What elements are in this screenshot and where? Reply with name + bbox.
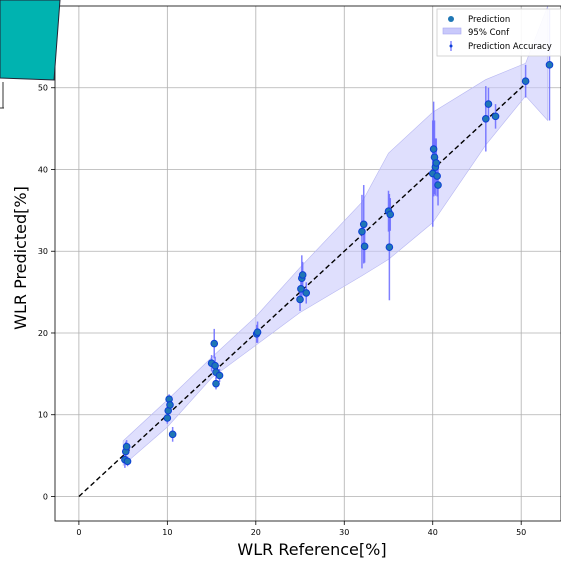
y-tick-label: 40 (38, 165, 48, 174)
prediction-point (491, 112, 500, 121)
y-tick-label: 30 (38, 247, 48, 256)
legend-label-prediction: Prediction (468, 15, 510, 25)
prediction-point (297, 285, 305, 293)
legend-label-accuracy: Prediction Accuracy (468, 42, 552, 52)
x-tick-label: 10 (162, 528, 172, 537)
prediction-point (521, 77, 530, 86)
prediction-points (121, 61, 554, 466)
prediction-point (545, 61, 554, 69)
prediction-point (484, 100, 493, 108)
plot-frame (54, 5, 561, 522)
confidence-band-area (122, 5, 549, 467)
prediction-point (434, 181, 442, 189)
prediction-point (432, 159, 441, 167)
y-tick-label: 20 (38, 329, 48, 338)
prediction-point (482, 115, 490, 123)
prediction-point (210, 339, 219, 348)
prediction-point (122, 442, 131, 451)
confidence-band (122, 5, 549, 467)
prediction-point (166, 401, 174, 409)
x-tick-label: 50 (516, 528, 526, 537)
legend-marker-errorbar-dot (449, 44, 453, 48)
prediction-point (215, 371, 224, 380)
teal-overlay-shape (0, 0, 61, 81)
legend-marker-prediction (448, 16, 454, 22)
x-tick-label: 40 (428, 528, 438, 537)
y-tick-label: 0 (43, 492, 48, 501)
prediction-point (359, 220, 368, 229)
prediction-point (123, 457, 132, 466)
prediction-point (212, 379, 220, 388)
x-axis-label: WLR Reference[%] (237, 540, 386, 559)
x-ticks: 0 10 20 30 40 50 (76, 521, 526, 537)
prediction-point (302, 289, 311, 297)
prediction-point (163, 414, 172, 422)
legend-marker-conf (442, 27, 462, 35)
x-tick-label: 0 (76, 528, 81, 537)
y-tick-label: 50 (38, 84, 48, 93)
prediction-point (298, 271, 307, 279)
legend: Prediction 95% Conf Prediction Accuracy (436, 8, 561, 57)
y-axis-label: WLR Predicted[%] (11, 186, 30, 330)
y-ticks: 0 10 20 30 40 50 (38, 84, 55, 501)
prediction-point (211, 361, 219, 370)
prediction-point (385, 243, 394, 251)
prediction-point (386, 210, 395, 219)
prediction-point (360, 242, 369, 251)
prediction-point (253, 328, 262, 336)
x-tick-label: 20 (251, 528, 261, 537)
prediction-point (296, 295, 304, 304)
prediction-point (429, 145, 438, 153)
x-tick-label: 30 (339, 528, 349, 537)
prediction-point (358, 227, 366, 236)
prediction-point (168, 430, 177, 439)
legend-label-conf: 95% Conf (468, 28, 510, 38)
prediction-point (433, 172, 441, 180)
y-tick-label: 10 (38, 411, 48, 420)
